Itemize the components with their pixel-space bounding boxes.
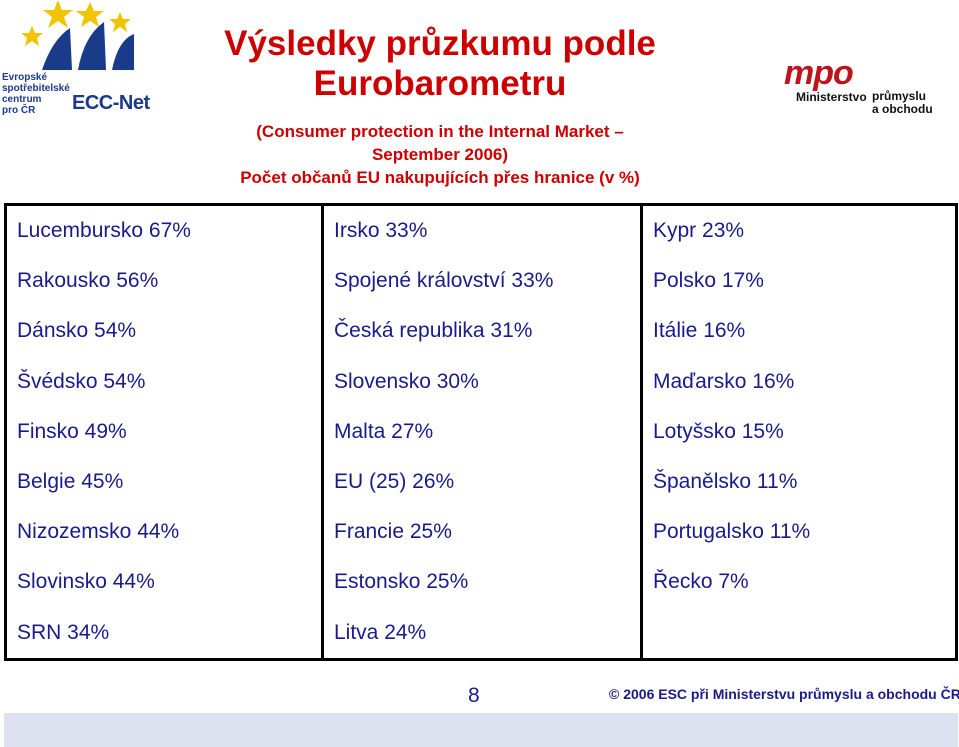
- table-cell: Spojené království 33%: [321, 256, 642, 307]
- table-cell: Řecko 7%: [640, 557, 957, 608]
- table-cell: Malta 27%: [321, 406, 642, 457]
- page-title: Výsledky průzkumu podle Eurobarometru: [180, 24, 700, 104]
- table-row: Belgie 45% EU (25) 26% Španělsko 11%: [6, 456, 957, 508]
- mpo-line-2: průmyslu: [872, 89, 927, 103]
- table-cell: Irsko 33%: [321, 204, 642, 257]
- table-cell: Dánsko 54%: [17, 319, 137, 343]
- table-row: Finsko 49% Malta 27% Lotyšsko 15%: [6, 406, 957, 457]
- table-cell: Česká republika 31%: [321, 306, 642, 357]
- table-cell: [640, 607, 957, 660]
- table-row: Rakousko 56% Spojené království 33% Polsko…: [6, 256, 957, 307]
- title-line-2: Eurobarometru: [313, 64, 567, 103]
- page-subtitle: (Consumer protection in the Internal Mar…: [170, 120, 710, 189]
- country-table: Lucembursko 67% Irsko 33% Kypr 23% Rakousko…: [4, 203, 958, 661]
- table-row: Lucembursko 67% Irsko 33% Kypr 23%: [6, 204, 957, 257]
- table-cell: Litva 24%: [321, 607, 642, 660]
- table-cell: Španělsko 11%: [640, 456, 957, 508]
- table-cell: Itálie 16%: [640, 306, 957, 357]
- org-line-2: spotřebitelské: [2, 83, 70, 94]
- org-line-1: Evropské: [2, 72, 48, 83]
- title-line-1: Výsledky průzkumu podle: [224, 24, 656, 63]
- table-cell: Lucembursko 67%: [17, 219, 191, 243]
- table-cell: Slovinsko 44%: [17, 570, 155, 594]
- table-row: Slovinsko 44% Estonsko 25% Řecko 7%: [6, 557, 957, 608]
- mpo-mark: mpo: [784, 54, 854, 92]
- mpo-line-3: a obchodu: [872, 102, 933, 116]
- table-cell: Rakousko 56%: [17, 269, 159, 293]
- subtitle-line-2: September 2006): [371, 145, 509, 164]
- org-line-3: centrum: [2, 94, 42, 105]
- table-cell: Švédsko 54%: [17, 369, 146, 393]
- table-row: SRN 34% Litva 24%: [6, 607, 957, 660]
- table-cell: Lotyšsko 15%: [640, 406, 957, 457]
- table-cell: Slovensko 30%: [321, 356, 642, 407]
- eu-stars-icon: [22, 0, 134, 70]
- table-row: Švédsko 54% Slovensko 30% Maďarsko 16%: [6, 356, 957, 407]
- table-cell: Estonsko 25%: [321, 557, 642, 608]
- table-cell: Kypr 23%: [640, 204, 957, 257]
- ecc-net-label: ECC-Net: [72, 92, 150, 114]
- mpo-logo: mpo Ministerstvo průmyslu a obchodu: [776, 56, 959, 118]
- copyright: © 2006 ESC při Ministerstvu průmyslu a o…: [609, 686, 959, 702]
- table-cell: Nizozemsko 44%: [17, 520, 180, 544]
- table-cell: Belgie 45%: [17, 470, 124, 494]
- table-cell: EU (25) 26%: [321, 456, 642, 508]
- page-number: 8: [468, 684, 480, 707]
- table-cell: Polsko 17%: [640, 256, 957, 307]
- org-line-4: pro ČR: [2, 105, 36, 116]
- table-cell: SRN 34%: [17, 620, 110, 644]
- mpo-line-1: Ministerstvo: [796, 90, 867, 104]
- table-cell: Portugalsko 11%: [640, 507, 957, 558]
- subtitle-line-3: Počet občanů EU nakupujících přes hranic…: [240, 168, 640, 187]
- table-cell: Finsko 49%: [17, 419, 127, 443]
- subtitle-line-1: (Consumer protection in the Internal Mar…: [256, 122, 624, 141]
- ecc-net-logo: Evropské spotřebitelské centrum pro ČR E…: [0, 0, 150, 118]
- table-row: Dánsko 54% Česká republika 31% Itálie 16%: [6, 306, 957, 357]
- table-cell: Francie 25%: [321, 507, 642, 558]
- table-row: Nizozemsko 44% Francie 25% Portugalsko 11%: [6, 507, 957, 558]
- table-cell: Maďarsko 16%: [640, 356, 957, 407]
- footer-band: [4, 713, 958, 747]
